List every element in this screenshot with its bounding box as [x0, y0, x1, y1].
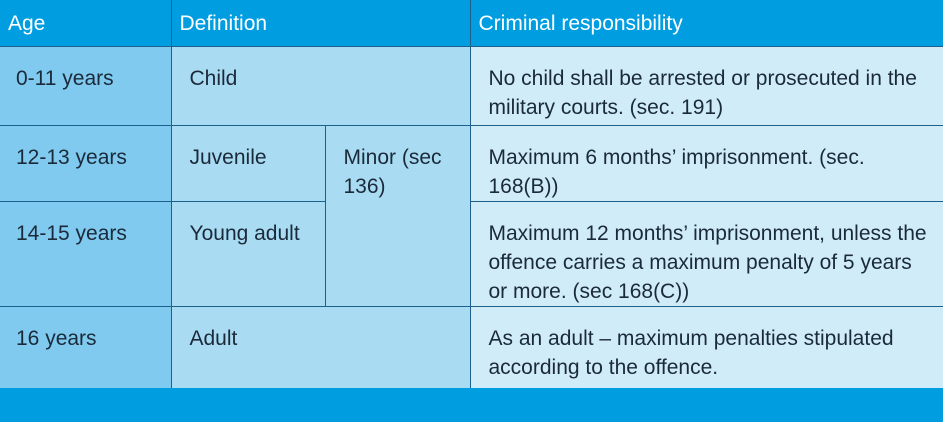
definition-cell: Young adult	[170, 201, 326, 307]
age-cell: 14-15 years	[0, 201, 172, 307]
header-age: Age	[0, 0, 172, 47]
criminal-responsibility-table: Age Definition Criminal responsibility 0…	[0, 0, 943, 398]
age-cell: 0-11 years	[0, 46, 172, 126]
header-definition: Definition	[170, 0, 471, 47]
table-row: 14-15 years Young adult Maximum 12 month…	[0, 201, 943, 307]
definition-cell: Child	[170, 46, 471, 126]
responsibility-cell: As an adult – maximum penalties stipulat…	[469, 306, 943, 398]
definition-cell: Adult	[170, 306, 471, 398]
age-cell: 16 years	[0, 306, 172, 398]
responsibility-cell: No child shall be arrested or prosecuted…	[469, 46, 943, 126]
table-header-row: Age Definition Criminal responsibility	[0, 0, 943, 47]
table-row: 16 years Adult As an adult – maximum pen…	[0, 306, 943, 398]
age-cell: 12-13 years	[0, 125, 172, 202]
responsibility-cell: Maximum 12 months’ imprisonment, unless …	[469, 201, 943, 307]
minor-group-cell: Minor (sec 136)	[324, 125, 471, 307]
header-criminal-responsibility: Criminal responsibility	[469, 0, 943, 47]
definition-cell: Juvenile	[170, 125, 326, 202]
footer-band	[0, 388, 943, 422]
table-row: 12-13 years Juvenile Minor (sec 136) Max…	[0, 125, 943, 307]
table-row: 0-11 years Child No child shall be arres…	[0, 46, 943, 126]
responsibility-cell: Maximum 6 months’ imprisonment. (sec. 16…	[469, 125, 943, 202]
